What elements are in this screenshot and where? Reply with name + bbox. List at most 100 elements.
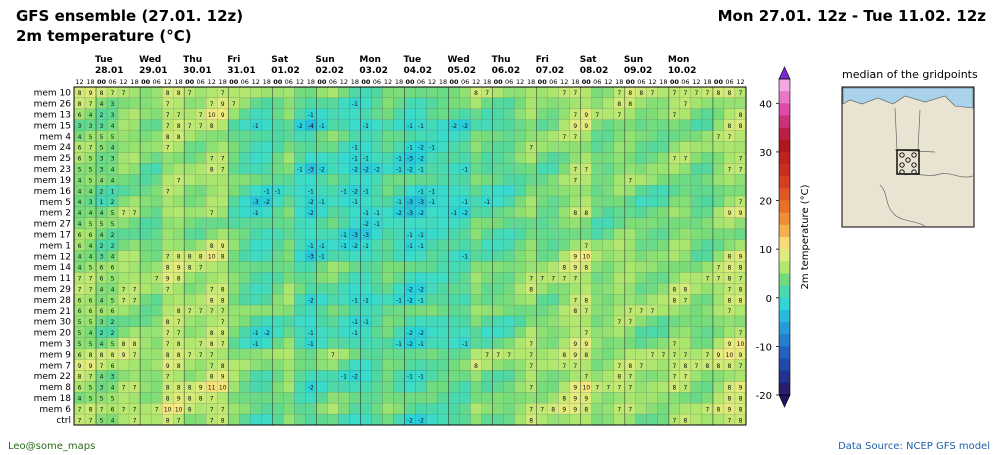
cell-value: -1: [264, 188, 270, 195]
heatmap-cell: [360, 370, 372, 382]
cell-value: -1: [363, 188, 369, 195]
heatmap-cell: [272, 370, 284, 382]
heatmap-cell: [415, 130, 427, 142]
cell-value: 4: [78, 199, 82, 206]
cell-value: 3: [111, 112, 115, 119]
cell-value: -1: [308, 112, 314, 119]
cell-value: 5: [100, 417, 104, 424]
heatmap-cell: [437, 130, 449, 142]
cell-value: 7: [617, 406, 621, 413]
heatmap-cell: [294, 370, 306, 382]
cell-value: 5: [111, 395, 115, 402]
heatmap-cell: [349, 381, 361, 393]
hour-label: 00: [97, 78, 107, 86]
heatmap-cell: [371, 304, 383, 317]
cell-value: 6: [111, 308, 115, 315]
heatmap-cell: [360, 392, 372, 404]
heatmap-cell: [195, 326, 207, 338]
heatmap-cell: [117, 326, 130, 338]
heatmap-cell: [701, 370, 714, 382]
heatmap-cell: [139, 315, 152, 327]
heatmap-cell: [525, 250, 537, 262]
heatmap-cell: [437, 315, 449, 327]
heatmap-cell: [294, 97, 306, 109]
heatmap-cell: [272, 108, 284, 120]
heatmap-cell: [723, 152, 736, 164]
cell-value: 8: [728, 265, 732, 272]
cell-value: -2: [418, 330, 424, 337]
cell-value: -1: [396, 156, 402, 163]
heatmap-cell: [591, 294, 603, 306]
cell-value: 8: [683, 286, 687, 293]
heatmap-cell: [228, 294, 240, 306]
heatmap-cell: [591, 250, 603, 262]
hour-label: 00: [229, 78, 239, 86]
heatmap-cell: [635, 163, 647, 175]
heatmap-cell: [404, 217, 416, 229]
heatmap-cell: [371, 195, 383, 208]
heatmap-cell: [635, 283, 647, 295]
cell-value: 7: [672, 363, 676, 370]
hour-label: 06: [549, 78, 557, 86]
cell-value: 4: [78, 134, 82, 141]
heatmap-cell: [327, 217, 339, 229]
heatmap-cell: [481, 337, 493, 349]
heatmap-cell: [470, 304, 482, 317]
cell-value: -1: [429, 188, 435, 195]
heatmap-cell: [602, 261, 614, 273]
heatmap-cell: [338, 141, 350, 153]
cell-value: -1: [275, 188, 281, 195]
heatmap-cell: [602, 283, 614, 295]
cell-value: 8: [166, 90, 170, 97]
heatmap-cell: [250, 185, 262, 197]
day-label: Sat: [271, 55, 289, 65]
heatmap-cell: [393, 370, 405, 382]
heatmap-cell: [327, 130, 339, 142]
heatmap-cell: [272, 228, 284, 240]
heatmap-cell: [558, 413, 570, 426]
heatmap-cell: [481, 294, 493, 306]
heatmap-cell: [404, 403, 416, 415]
heatmap-cell: [327, 261, 339, 273]
cell-value: 8: [728, 90, 732, 97]
heatmap-cell: [492, 403, 504, 415]
cell-value: -3: [253, 199, 259, 206]
heatmap-cell: [701, 326, 714, 338]
cell-value: 8: [210, 297, 214, 304]
heatmap-cell: [338, 130, 350, 142]
heatmap-cell: [624, 348, 636, 360]
cell-value: -1: [396, 199, 402, 206]
heatmap-cell: [327, 381, 339, 393]
cell-value: 3: [100, 319, 104, 326]
cell-value: 7: [706, 90, 710, 97]
member-label: mem 1: [39, 241, 71, 251]
heatmap-cell: [525, 261, 537, 273]
day-label: Thu: [183, 55, 202, 65]
heatmap-cell: [580, 359, 592, 371]
heatmap-cell: [734, 304, 747, 317]
heatmap-cell: [283, 195, 295, 208]
cell-value: 7: [221, 319, 225, 326]
heatmap-cell: [283, 250, 295, 262]
heatmap-cell: [239, 97, 251, 109]
cell-value: 7: [683, 385, 687, 392]
heatmap-cell: [591, 217, 603, 229]
heatmap-cell: [492, 195, 504, 208]
cell-value: 10: [737, 341, 745, 348]
cell-value: 5: [89, 319, 93, 326]
heatmap-cell: [294, 239, 306, 251]
heatmap-cell: [503, 413, 515, 426]
heatmap-cell: [382, 370, 394, 382]
cell-value: 8: [210, 330, 214, 337]
member-label: mem 18: [34, 394, 72, 404]
heatmap-cell: [261, 97, 273, 109]
cell-value: 2: [100, 188, 104, 195]
heatmap-cell: [712, 228, 725, 240]
heatmap-cell: [261, 206, 273, 218]
cell-value: 7: [221, 90, 225, 97]
heatmap-cell: [162, 163, 174, 175]
heatmap-cell: [602, 272, 614, 284]
heatmap-cell: [690, 370, 703, 382]
heatmap-cell: [646, 326, 658, 338]
cell-value: 7: [188, 352, 192, 359]
